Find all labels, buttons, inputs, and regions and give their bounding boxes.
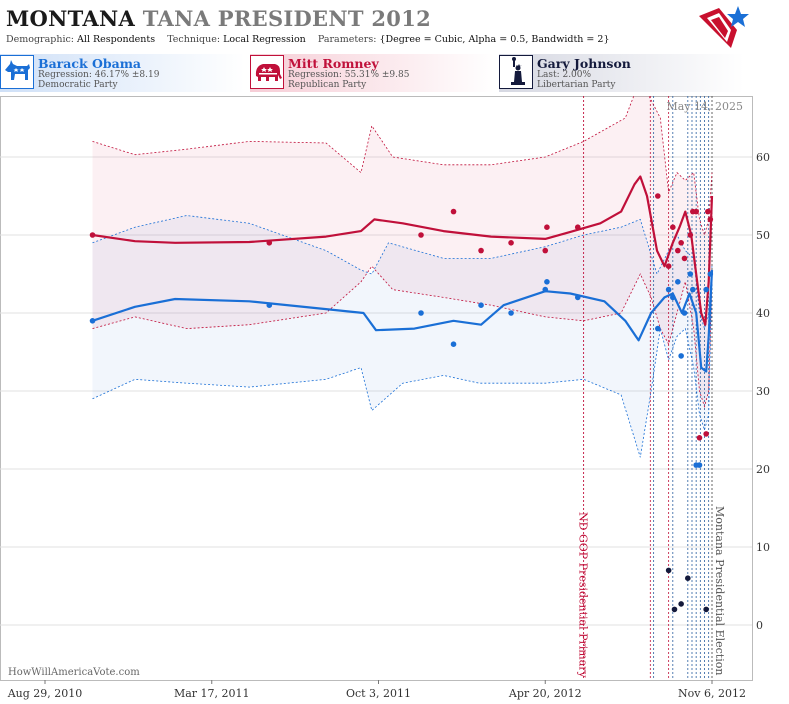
donkey-icon [0, 55, 34, 89]
title-state: MONTANA [6, 6, 136, 31]
obama-poll-point [544, 279, 550, 285]
y-tick-label: 10 [756, 541, 770, 554]
obama-poll-point [89, 318, 96, 324]
title-race: TANA PRESIDENT 2012 [142, 6, 432, 31]
romney-poll-point [693, 208, 699, 215]
johnson-poll-point [671, 606, 678, 613]
romney-poll-point [675, 247, 681, 254]
obama-poll-point [450, 341, 457, 348]
candidate-legend: Barack Obama Regression: 46.17% ±8.19 De… [0, 54, 789, 94]
obama-poll-point [574, 294, 581, 301]
obama-poll-point [508, 310, 514, 316]
candidate-regression: Regression: 46.17% ±8.19 [38, 70, 160, 80]
romney-poll-point [478, 247, 484, 254]
romney-poll-point [266, 240, 273, 246]
parameters-value: {Degree = Cubic, Alpha = 0.5, Bandwidth … [379, 34, 610, 45]
candidate-party: Republican Party [288, 80, 367, 90]
romney-poll-point [418, 232, 424, 238]
site-logo-icon[interactable] [697, 4, 749, 50]
obama-poll-point [670, 294, 676, 301]
obama-poll-point [418, 310, 424, 316]
page-title: MONTANA TANA PRESIDENT 2012 [6, 6, 431, 31]
obama-poll-point [678, 353, 684, 359]
romney-confidence-band [92, 96, 712, 407]
x-tick-label: Mar 17, 2011 [174, 687, 250, 700]
y-tick-label: 0 [756, 619, 763, 632]
obama-poll-point [703, 286, 709, 293]
obama-poll-point [681, 310, 688, 316]
romney-poll-point [681, 255, 688, 262]
romney-poll-point [574, 224, 581, 230]
y-tick-label: 60 [756, 151, 770, 164]
elephant-icon [250, 55, 284, 89]
romney-poll-point [544, 224, 550, 230]
plot-area [89, 96, 714, 680]
obama-poll-point [690, 286, 696, 293]
candidate-johnson[interactable]: Gary Johnson Last: 2.00% Libertarian Par… [499, 54, 744, 92]
romney-poll-point [89, 232, 96, 238]
candidate-party: Libertarian Party [537, 80, 616, 90]
obama-poll-point [675, 279, 681, 285]
y-tick-label: 20 [756, 463, 770, 476]
annotation-label: ND GOP Presidential Primary [577, 512, 590, 679]
romney-poll-point [705, 208, 711, 215]
demographic-value: All Respondents [77, 34, 156, 45]
obama-lower-bound [92, 281, 713, 458]
annotation-label: Montana Presidential Election [713, 506, 726, 675]
technique-value: Local Regression [223, 34, 306, 45]
y-tick-label: 30 [756, 385, 770, 398]
romney-trend-line [92, 175, 714, 326]
obama-poll-point [266, 302, 273, 309]
romney-poll-point [707, 216, 714, 223]
candidate-regression: Regression: 55.31% ±9.85 [288, 70, 410, 80]
y-tick-label: 40 [756, 307, 770, 320]
obama-poll-point [696, 462, 703, 468]
date-stamp: May 14, 2025 [666, 100, 743, 113]
demographic-label: Demographic: [6, 34, 75, 45]
candidate-name: Barack Obama [38, 56, 142, 71]
romney-poll-point [508, 240, 514, 246]
obama-poll-point [478, 302, 484, 309]
romney-poll-point [665, 263, 672, 270]
johnson-poll-point [703, 606, 709, 613]
parameters-label: Parameters: [317, 34, 377, 45]
romney-poll-point [678, 240, 684, 246]
obama-poll-point [707, 271, 714, 277]
candidate-last: Last: 2.00% [537, 70, 592, 80]
parameters-line: Demographic: All Respondents Technique: … [6, 34, 609, 45]
candidate-romney[interactable]: Mitt Romney Regression: 55.31% ±9.85 Rep… [250, 54, 495, 92]
romney-poll-point [703, 431, 709, 437]
obama-poll-point [542, 286, 549, 293]
romney-poll-point [655, 193, 661, 199]
technique-label: Technique: [167, 34, 221, 45]
x-tick-label: Oct 3, 2011 [346, 687, 411, 700]
romney-poll-point [687, 232, 694, 238]
header: MONTANA TANA PRESIDENT 2012 Demographic:… [0, 0, 789, 50]
candidate-obama[interactable]: Barack Obama Regression: 46.17% ±8.19 De… [0, 54, 245, 92]
romney-poll-point [542, 247, 549, 254]
y-tick-label: 50 [756, 229, 770, 242]
romney-poll-point [696, 435, 703, 441]
x-tick-label: Apr 20, 2012 [508, 687, 582, 700]
plot-frame [0, 96, 753, 681]
romney-lower-bound [92, 265, 713, 409]
obama-trend-line [92, 270, 714, 373]
x-tick-label: Nov 6, 2012 [678, 687, 746, 700]
obama-poll-point [665, 286, 672, 293]
site-watermark[interactable]: HowWillAmericaVote.com [8, 667, 140, 678]
obama-confidence-band [92, 215, 712, 458]
romney-poll-point [450, 208, 457, 215]
obama-poll-point [687, 271, 694, 277]
obama-poll-point [655, 325, 661, 332]
romney-poll-point [670, 224, 676, 230]
johnson-poll-point [665, 567, 672, 574]
x-tick-label: Aug 29, 2010 [7, 687, 83, 700]
johnson-poll-point [685, 575, 691, 581]
liberty-statue-icon [499, 55, 533, 89]
candidate-name: Mitt Romney [288, 56, 379, 71]
johnson-poll-point [678, 601, 684, 607]
candidate-name: Gary Johnson [537, 56, 631, 71]
candidate-party: Democratic Party [38, 80, 118, 90]
